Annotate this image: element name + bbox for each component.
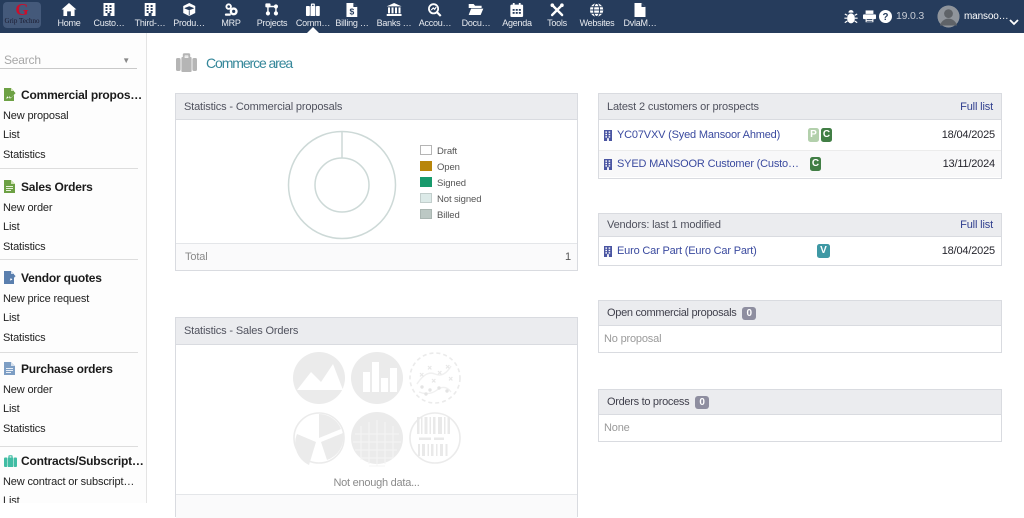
svg-text:?: ? xyxy=(883,12,889,23)
svg-text:$: $ xyxy=(350,7,355,17)
